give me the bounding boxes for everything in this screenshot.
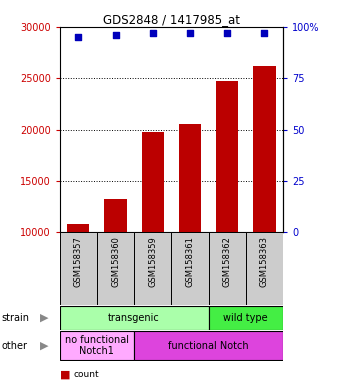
Title: GDS2848 / 1417985_at: GDS2848 / 1417985_at [103, 13, 240, 26]
Text: GSM158359: GSM158359 [148, 236, 157, 287]
Bar [253, 66, 276, 232]
Text: wild type: wild type [223, 313, 268, 323]
Text: GSM158361: GSM158361 [186, 236, 194, 287]
Point [150, 30, 155, 36]
Bar [60, 331, 134, 360]
Bar [142, 132, 164, 232]
Text: functional Notch: functional Notch [168, 341, 249, 351]
Point [113, 32, 118, 38]
Text: other: other [2, 341, 28, 351]
Text: GSM158357: GSM158357 [74, 236, 83, 287]
Bar [104, 199, 127, 232]
Text: strain: strain [2, 313, 30, 323]
Bar [67, 224, 89, 232]
Point [76, 34, 81, 40]
Point [187, 30, 193, 36]
Text: ▶: ▶ [40, 313, 48, 323]
Text: GSM158360: GSM158360 [111, 236, 120, 287]
Bar [60, 232, 97, 305]
Bar [209, 306, 283, 330]
Point [262, 30, 267, 36]
Text: ■: ■ [60, 369, 70, 379]
Text: transgenic: transgenic [108, 313, 160, 323]
Bar [60, 306, 209, 330]
Bar [171, 232, 209, 305]
Bar [179, 124, 201, 232]
Bar [209, 232, 246, 305]
Text: GSM158362: GSM158362 [223, 236, 232, 287]
Bar [134, 331, 283, 360]
Bar [134, 232, 171, 305]
Text: ▶: ▶ [40, 341, 48, 351]
Bar [216, 81, 238, 232]
Bar [97, 232, 134, 305]
Text: GSM158363: GSM158363 [260, 236, 269, 287]
Text: no functional
Notch1: no functional Notch1 [65, 335, 129, 356]
Text: count: count [73, 370, 99, 379]
Bar [246, 232, 283, 305]
Point [224, 30, 230, 36]
